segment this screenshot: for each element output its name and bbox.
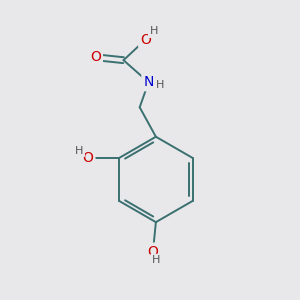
Text: H: H xyxy=(75,146,83,156)
Text: O: O xyxy=(148,244,158,259)
Text: H: H xyxy=(155,80,164,90)
Text: H: H xyxy=(152,255,160,266)
Text: H: H xyxy=(150,26,158,36)
Text: O: O xyxy=(140,33,151,46)
Text: N: N xyxy=(143,75,154,89)
Text: O: O xyxy=(82,151,93,165)
Text: O: O xyxy=(90,50,101,64)
